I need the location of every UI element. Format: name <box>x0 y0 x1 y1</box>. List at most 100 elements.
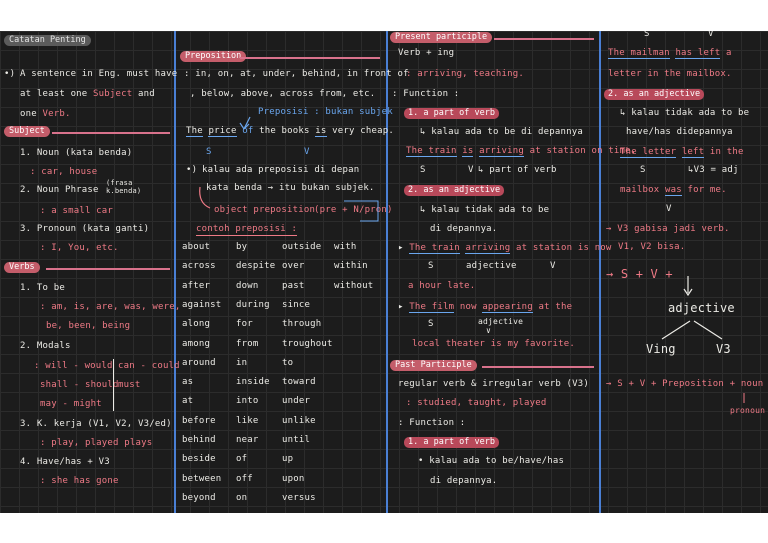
preposition-word: among <box>182 338 211 349</box>
preposition-word: after <box>182 280 211 291</box>
v3-note-2: V1, V2 bisa. <box>618 242 686 252</box>
have-item: 4. Have/has + V3 <box>20 457 110 467</box>
kalau-line-1: kalau ada preposisi di depan <box>202 165 360 175</box>
noun-phrase-note: (frasa k.benda) <box>106 179 142 195</box>
pronoun-example: : I, You, etc. <box>40 243 119 253</box>
preposition-word: past <box>282 280 305 291</box>
letter-s-label: S <box>640 165 646 175</box>
film-example: ▸ The film now appearing at the <box>398 302 573 313</box>
past-part-of-verb-pill: 1. a part of verb <box>404 437 499 448</box>
preposition-word: inside <box>236 377 270 388</box>
preposition-word: down <box>236 280 259 291</box>
preposisi-arrow <box>243 116 251 130</box>
preposition-word: off <box>236 473 253 484</box>
contoh-preposisi: contoh preposisi : <box>196 224 298 236</box>
preposition-header-line <box>240 57 380 59</box>
modals-line-2a: shall - should <box>40 380 119 390</box>
preposition-word: about <box>182 242 211 252</box>
preposition-word: along <box>182 319 211 330</box>
preposisi-arrow-head <box>239 122 250 130</box>
past-regular: regular verb & irregular verb (V3) <box>398 379 590 389</box>
tobe-item: 1. To be <box>20 283 65 293</box>
mailman-v-label: V <box>708 31 714 39</box>
noun-item: 1. Noun (kata benda) <box>20 148 133 158</box>
preposition-word: upon <box>282 473 305 484</box>
noun-example: : car, house <box>30 167 98 177</box>
preposition-word: through <box>282 319 322 330</box>
film-adjective-label: adjective <box>478 317 524 326</box>
train2-s-label: S <box>428 261 434 271</box>
preposition-word: until <box>282 435 311 445</box>
preposition-word: like <box>236 415 259 426</box>
film-example-end: local theater is my favorite. <box>412 339 575 349</box>
train2-adjective-label: adjective <box>466 261 517 271</box>
catatan-penting-header: Catatan Penting <box>4 35 91 46</box>
pron-box <box>344 200 379 222</box>
present-header-line <box>494 38 594 40</box>
preposition-word: between <box>182 473 222 484</box>
modals-divider <box>113 359 114 411</box>
object-preposition: object preposition <box>214 205 316 215</box>
mailbox-example: mailbox was for me. <box>620 185 727 196</box>
preposition-word: up <box>282 454 294 465</box>
subject-header: Subject <box>4 126 50 137</box>
preposition-word: outside <box>282 242 322 252</box>
verb-ing: Verb + ing <box>398 48 455 58</box>
preposition-word: for <box>236 319 253 330</box>
train-example-2-end: a hour late. <box>408 281 476 291</box>
preposition-word: unlike <box>282 415 316 426</box>
preposition-word: toward <box>282 377 316 388</box>
sentence-line-2: at least one Subject and <box>20 89 155 99</box>
price-example: The price of the books is very cheap. <box>186 126 394 137</box>
subject-header-line <box>52 132 170 134</box>
past-header-line <box>482 366 594 368</box>
preposition-word: behind <box>182 435 216 445</box>
past-example: : studied, taught, played <box>406 398 547 408</box>
preposition-word: in <box>236 357 248 368</box>
sentence-bullet: •) <box>4 69 16 79</box>
verbs-header-line <box>46 268 170 270</box>
preposition-word: over <box>282 261 305 272</box>
preposition-word: since <box>282 299 311 310</box>
film-s-label: S <box>428 319 434 329</box>
preposition-word: without <box>334 280 374 291</box>
preposition-word: during <box>236 299 270 310</box>
formula-prep-noun: → S + V + Preposition + noun <box>606 379 764 389</box>
verb-ing-example: : arriving, teaching. <box>406 69 524 79</box>
tobe-example-2: be, been, being <box>46 321 131 331</box>
noun-phrase-item: 2. Noun Phrase <box>20 185 99 195</box>
adjective-note-1: ↳ kalau tidak ada to be <box>420 205 550 215</box>
preposition-word: beyond <box>182 492 216 503</box>
preposition-list-2: , below, above, across from, etc. <box>190 89 376 99</box>
tobe-example-1: : am, is, are, was, were, <box>40 302 181 312</box>
preposition-word: within <box>334 261 368 272</box>
train-example-1: The train is arriving at station on time… <box>406 146 637 157</box>
noun-phrase-example: : a small car <box>40 206 114 216</box>
preposition-word: troughout <box>282 338 333 349</box>
part-of-verb-pill: 1. a part of verb <box>404 108 499 119</box>
column-divider <box>599 31 601 513</box>
kalau-line-2: kata benda → itu bukan subjek. <box>206 183 375 193</box>
mailman-example-2: letter in the mailbox. <box>608 69 732 79</box>
have-example: : she has gone <box>40 476 119 486</box>
column-divider <box>174 31 176 513</box>
preposition-word: around <box>182 357 216 368</box>
past-participle-header: Past Participle <box>390 360 477 371</box>
modals-line-2b: must <box>118 380 141 390</box>
hand-drawn-marks <box>199 116 745 403</box>
v3-word: V3 <box>716 342 731 356</box>
grid-background <box>0 31 768 513</box>
past-note-1: • kalau ada to be/have/has <box>418 456 565 466</box>
formula-arrowhead <box>683 288 693 297</box>
pronoun-item: 3. Pronoun (kata ganti) <box>20 224 150 234</box>
preposition-word: beside <box>182 454 216 465</box>
sentence-line-3: one Verb. <box>20 109 71 119</box>
past-note-2: di depannya. <box>430 476 498 486</box>
sentence-line-1: A sentence in Eng. must have <box>20 69 178 79</box>
price-v-label: V <box>304 147 310 157</box>
past-function-label: : Function : <box>398 418 466 428</box>
preposition-word: of <box>236 454 248 465</box>
object-prep-arrow <box>199 186 211 209</box>
verbs-header: Verbs <box>4 262 40 273</box>
formula-s-v: → S + V + <box>606 267 673 281</box>
